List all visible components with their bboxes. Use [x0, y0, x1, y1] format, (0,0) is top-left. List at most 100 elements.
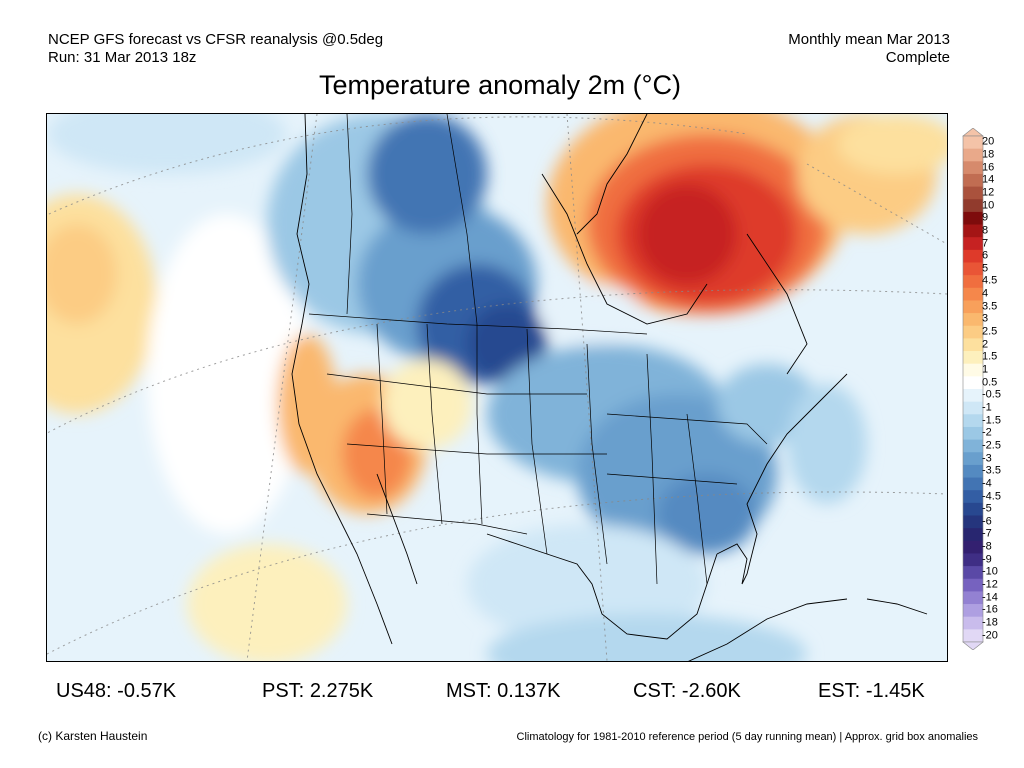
colorbar-swatch: [963, 477, 983, 491]
colorbar-swatch: [963, 591, 983, 605]
colorbar-swatch: [963, 376, 983, 390]
colorbar-swatch: [963, 287, 983, 301]
period-text: Monthly mean Mar 2013: [788, 31, 950, 48]
colorbar: [962, 128, 984, 650]
colorbar-tick-label: 16: [982, 161, 995, 174]
model-source-text: NCEP GFS forecast vs CFSR reanalysis @0.…: [48, 31, 384, 48]
header-left: NCEP GFS forecast vs CFSR reanalysis @0.…: [48, 31, 383, 67]
colorbar-tick-label: -5: [982, 502, 992, 515]
status-text: Complete: [885, 49, 950, 66]
colorbar-tick-label: -1: [982, 401, 992, 414]
coastlines: [291, 114, 928, 661]
colorbar-swatch: [963, 249, 983, 263]
stat-est: EST: -1.45K: [818, 680, 925, 702]
colorbar-swatch: [963, 173, 983, 187]
stat-mst: MST: 0.137K: [446, 680, 561, 702]
colorbar-swatch: [963, 401, 983, 415]
colorbar-tick-label: -20: [982, 629, 998, 642]
colorbar-tick-label: -16: [982, 603, 998, 616]
colorbar-swatch: [963, 136, 983, 150]
colorbar-tick-label: 0.5: [982, 376, 998, 389]
colorbar-tick-label: 8: [982, 224, 989, 237]
colorbar-tick-label: -3.5: [982, 464, 1001, 477]
colorbar-swatch: [963, 186, 983, 200]
stat-cst: CST: -2.60K: [633, 680, 741, 702]
colorbar-tick-label: -7: [982, 527, 992, 540]
header-right: Monthly mean Mar 2013 Complete: [788, 31, 950, 67]
colorbar-tick-label: -9: [982, 553, 992, 566]
colorbar-bottom-arrow: [962, 641, 984, 650]
anomaly-map: [46, 113, 948, 662]
colorbar-labels: 20 18 16 14 12 10 9 8 7 6 5 4.5 4 3.5 3 2.5 2 1.5 1 0.5 -0.5…: [982, 128, 1022, 650]
colorbar-swatch: [963, 338, 983, 352]
colorbar-swatch: [963, 211, 983, 225]
colorbar-tick-label: 5: [982, 262, 989, 275]
colorbar-top-arrow: [962, 128, 984, 137]
colorbar-swatch: [963, 262, 983, 276]
colorbar-swatch: [963, 161, 983, 175]
colorbar-tick-label: -6: [982, 515, 992, 528]
stat-us48: US48: -0.57K: [56, 680, 177, 702]
colorbar-swatch: [963, 515, 983, 529]
colorbar-swatch: [963, 452, 983, 466]
colorbar-swatch: [963, 464, 983, 478]
colorbar-tick-label: -3: [982, 452, 992, 465]
colorbar-tick-label: 2: [982, 338, 989, 351]
colorbar-tick-label: 10: [982, 199, 995, 212]
anomaly-map-graphic: [47, 114, 947, 661]
colorbar-tick-label: 12: [982, 186, 995, 199]
colorbar-tick-label: -4.5: [982, 490, 1001, 503]
colorbar-swatch: [963, 325, 983, 339]
colorbar-swatch: [963, 148, 983, 162]
run-time-text: Run: 31 Mar 2013 18z: [48, 49, 197, 66]
colorbar-swatch: [963, 553, 983, 567]
political-borders: [308, 114, 768, 585]
colorbar-swatch: [963, 604, 983, 618]
colorbar-tick-label: 4.5: [982, 274, 998, 287]
colorbar-tick-label: 3.5: [982, 300, 998, 313]
colorbar-swatch: [963, 566, 983, 580]
colorbar-swatch: [963, 199, 983, 213]
colorbar-swatch: [963, 275, 983, 289]
colorbar-tick-label: -14: [982, 591, 998, 604]
colorbar-swatch: [963, 389, 983, 403]
colorbar-tick-label: -8: [982, 540, 992, 553]
colorbar-tick-label: -10: [982, 565, 998, 578]
colorbar-tick-label: -2: [982, 426, 992, 439]
colorbar-swatch: [963, 313, 983, 327]
climatology-note: Climatology for 1981-2010 reference peri…: [516, 731, 978, 743]
colorbar-swatch: [963, 300, 983, 314]
colorbar-tick-label: -12: [982, 578, 998, 591]
colorbar-swatch: [963, 426, 983, 440]
colorbar-tick-label: -18: [982, 616, 998, 629]
colorbar-tick-label: 18: [982, 148, 995, 161]
stat-pst: PST: 2.275K: [262, 680, 374, 702]
colorbar-swatch: [963, 528, 983, 542]
colorbar-swatch: [963, 616, 983, 630]
colorbar-tick-label: -4: [982, 477, 992, 490]
colorbar-swatch: [963, 540, 983, 554]
colorbar-swatch: [963, 490, 983, 504]
colorbar-tick-label: 9: [982, 211, 989, 224]
graticule: [47, 114, 947, 661]
colorbar-tick-label: 3: [982, 312, 989, 325]
credit-text: (c) Karsten Haustein: [38, 729, 148, 743]
colorbar-swatch: [963, 237, 983, 251]
map-title: Temperature anomaly 2m (°C): [319, 70, 681, 100]
colorbar-tick-label: -2.5: [982, 439, 1001, 452]
colorbar-swatch: [963, 224, 983, 238]
colorbar-tick-label: -0.5: [982, 388, 1001, 401]
region-stats: US48: -0.57K PST: 2.275K MST: 0.137K CST…: [46, 680, 948, 704]
colorbar-swatch: [963, 414, 983, 428]
colorbar-swatch: [963, 439, 983, 453]
colorbar-tick-label: 1.5: [982, 350, 998, 363]
colorbar-swatch: [963, 502, 983, 516]
colorbar-tick-label: 4: [982, 287, 989, 300]
colorbar-swatch: [963, 351, 983, 365]
colorbar-swatch: [963, 363, 983, 377]
colorbar-tick-label: 1: [982, 363, 989, 376]
colorbar-tick-label: 7: [982, 237, 989, 250]
colorbar-tick-label: 20: [982, 135, 995, 148]
colorbar-tick-label: 6: [982, 249, 989, 262]
colorbar-tick-label: -1.5: [982, 414, 1001, 427]
